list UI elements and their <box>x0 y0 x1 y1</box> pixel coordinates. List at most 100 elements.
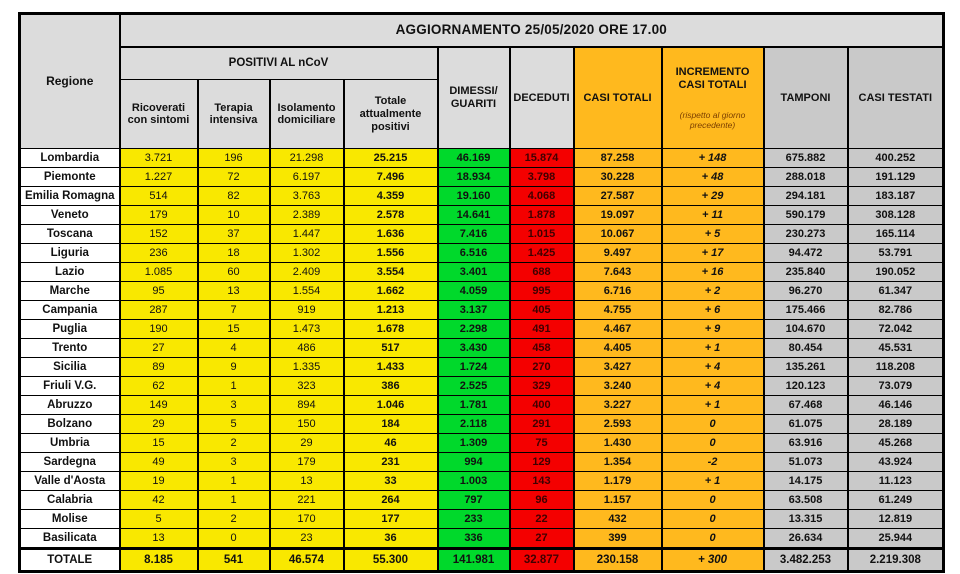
value-cell: 45.268 <box>846 433 945 454</box>
value-cell: 42 <box>118 490 199 511</box>
value-cell: 179 <box>118 205 199 226</box>
value-cell: 1.636 <box>342 224 439 245</box>
value-cell: 55.300 <box>342 547 439 573</box>
value-cell: 184 <box>342 414 439 435</box>
value-cell: 36 <box>342 528 439 550</box>
value-cell: 3.554 <box>342 262 439 283</box>
value-cell: 3.430 <box>436 338 511 359</box>
value-cell: 175.466 <box>762 300 849 321</box>
table-row: Abruzzo 149 3 894 1.046 1.781 400 3.227 + 1 67.46… <box>18 395 945 416</box>
table-row: Bolzano 29 5 150 184 2.118 291 2.593 0 61.075 28.1… <box>18 414 945 435</box>
region-name: Valle d'Aosta <box>18 471 121 492</box>
value-cell: 2.593 <box>572 414 663 435</box>
value-cell: + 48 <box>660 167 765 188</box>
value-cell: 141.981 <box>436 547 511 573</box>
value-cell: 61.249 <box>846 490 945 511</box>
col-header-ricoverati: Ricoverati con sintomi <box>118 79 199 150</box>
value-cell: 235.840 <box>762 262 849 283</box>
value-cell: 3.401 <box>436 262 511 283</box>
value-cell: 75 <box>508 433 575 454</box>
value-cell: 27.587 <box>572 186 663 207</box>
col-header-isolamento: Isolamento domiciliare <box>268 79 345 150</box>
value-cell: 14.175 <box>762 471 849 492</box>
table-row: Umbria 15 2 29 46 1.309 75 1.430 0 63.916 45.268 <box>18 433 945 454</box>
value-cell: 294.181 <box>762 186 849 207</box>
value-cell: 150 <box>268 414 345 435</box>
value-cell: 541 <box>196 547 271 573</box>
value-cell: 486 <box>268 338 345 359</box>
value-cell: 11.123 <box>846 471 945 492</box>
value-cell: 13 <box>196 281 271 302</box>
value-cell: + 17 <box>660 243 765 264</box>
value-cell: 797 <box>436 490 511 511</box>
value-cell: 95 <box>118 281 199 302</box>
value-cell: 308.128 <box>846 205 945 226</box>
value-cell: 6.516 <box>436 243 511 264</box>
region-name: Umbria <box>18 433 121 454</box>
value-cell: 46.574 <box>268 547 345 573</box>
table-row: Friuli V.G. 62 1 323 386 2.525 329 3.240 + 4 120.… <box>18 376 945 397</box>
value-cell: 1.554 <box>268 281 345 302</box>
value-cell: 190 <box>118 319 199 340</box>
value-cell: 4.405 <box>572 338 663 359</box>
value-cell: + 29 <box>660 186 765 207</box>
value-cell: 1.179 <box>572 471 663 492</box>
value-cell: 73.079 <box>846 376 945 397</box>
value-cell: 46.169 <box>436 148 511 169</box>
value-cell: 1.430 <box>572 433 663 454</box>
value-cell: 96 <box>508 490 575 511</box>
value-cell: 4.755 <box>572 300 663 321</box>
col-header-tamponi: TAMPONI <box>762 45 849 150</box>
incremento-subtitle: (rispetto al giorno precedente) <box>679 109 746 130</box>
value-cell: 72.042 <box>846 319 945 340</box>
table-row: Sicilia 89 9 1.335 1.433 1.724 270 3.427 + 4 135.… <box>18 357 945 378</box>
region-name: Liguria <box>18 243 121 264</box>
value-cell: 19.160 <box>436 186 511 207</box>
value-cell: 1.433 <box>342 357 439 378</box>
value-cell: 288.018 <box>762 167 849 188</box>
col-header-regione: Regione <box>18 12 121 150</box>
value-cell: 336 <box>436 528 511 550</box>
value-cell: 5 <box>196 414 271 435</box>
table-row: Liguria 236 18 1.302 1.556 6.516 1.425 9.497 + 1… <box>18 243 945 264</box>
value-cell: 53.791 <box>846 243 945 264</box>
value-cell: 233 <box>436 509 511 530</box>
value-cell: 2.118 <box>436 414 511 435</box>
value-cell: 399 <box>572 528 663 550</box>
col-header-casi-testati: CASI TESTATI <box>846 45 945 150</box>
value-cell: 6.716 <box>572 281 663 302</box>
table-row: Valle d'Aosta 19 1 13 33 1.003 143 1.179 + 1 14.1… <box>18 471 945 492</box>
value-cell: 177 <box>342 509 439 530</box>
value-cell: 270 <box>508 357 575 378</box>
value-cell: 688 <box>508 262 575 283</box>
table-row: Calabria 42 1 221 264 797 96 1.157 0 63.508 61.249 <box>18 490 945 511</box>
value-cell: 2.409 <box>268 262 345 283</box>
value-cell: 3.721 <box>118 148 199 169</box>
value-cell: 0 <box>660 433 765 454</box>
region-name: Calabria <box>18 490 121 511</box>
value-cell: 329 <box>508 376 575 397</box>
region-name: Puglia <box>18 319 121 340</box>
table-row: Piemonte 1.227 72 6.197 7.496 18.934 3.798 30.2… <box>18 167 945 188</box>
value-cell: 72 <box>196 167 271 188</box>
value-cell: 1.473 <box>268 319 345 340</box>
region-name: Basilicata <box>18 528 121 550</box>
value-cell: 1.781 <box>436 395 511 416</box>
value-cell: 152 <box>118 224 199 245</box>
value-cell: 386 <box>342 376 439 397</box>
value-cell: 9 <box>196 357 271 378</box>
value-cell: 96.270 <box>762 281 849 302</box>
region-name: Molise <box>18 509 121 530</box>
value-cell: 190.052 <box>846 262 945 283</box>
value-cell: 3.798 <box>508 167 575 188</box>
value-cell: 32.877 <box>508 547 575 573</box>
value-cell: 51.073 <box>762 452 849 473</box>
value-cell: 25.944 <box>846 528 945 550</box>
value-cell: + 16 <box>660 262 765 283</box>
value-cell: 995 <box>508 281 575 302</box>
value-cell: 1.085 <box>118 262 199 283</box>
value-cell: 19.097 <box>572 205 663 226</box>
value-cell: 21.298 <box>268 148 345 169</box>
value-cell: 3.137 <box>436 300 511 321</box>
value-cell: + 1 <box>660 395 765 416</box>
